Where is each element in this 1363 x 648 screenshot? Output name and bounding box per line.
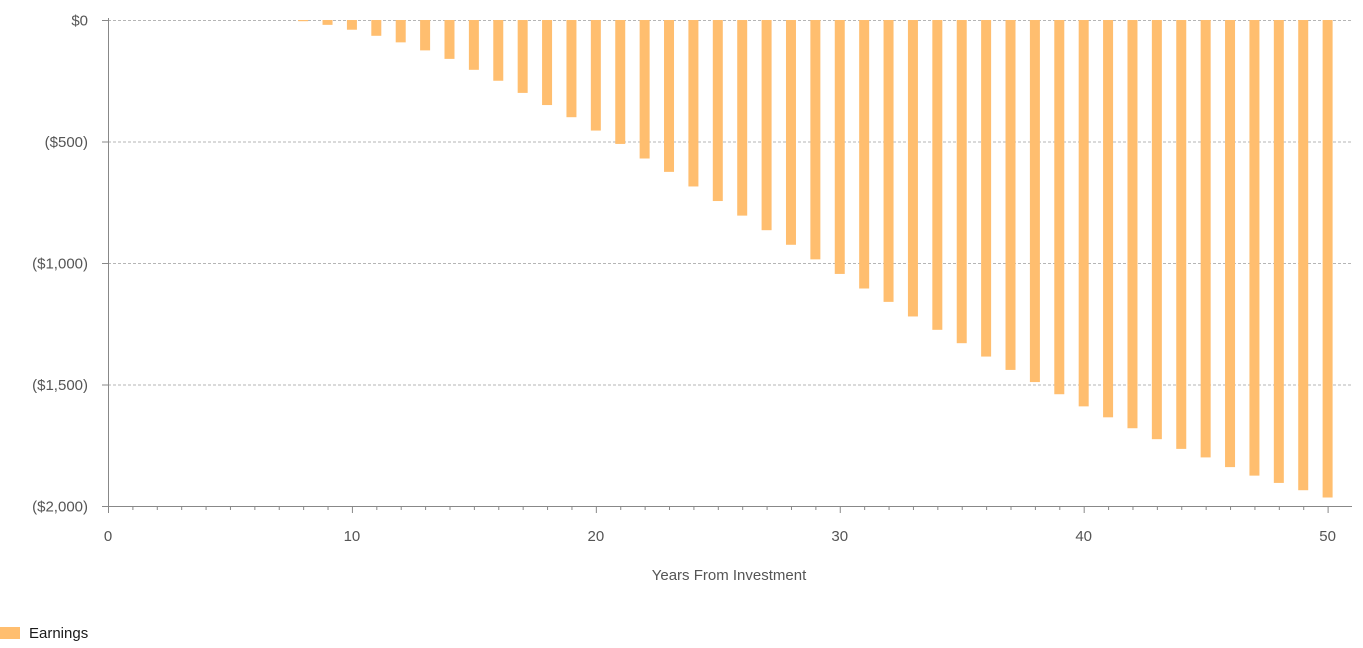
legend: Earnings [0,623,88,643]
legend-label-earnings: Earnings [29,624,89,642]
y-tick-label: ($2,000) [32,499,88,516]
bar-earnings [932,20,943,330]
bar-earnings [834,20,845,274]
bar-earnings [420,20,431,51]
bar-earnings [542,20,553,106]
bar-earnings [1029,20,1040,383]
bar-earnings [664,20,675,172]
bar-earnings [1298,20,1309,491]
bar-earnings [322,20,333,25]
bar-earnings [810,20,821,260]
bars [298,20,1333,498]
x-tick-label: 50 [1319,528,1336,545]
bar-earnings [761,20,772,231]
x-tick-label: 30 [831,528,848,545]
bar-earnings [493,20,504,81]
bar-earnings [1273,20,1284,483]
legend-swatch-earnings [0,627,20,639]
axes [102,18,1352,512]
bar-earnings [785,20,796,245]
y-tick-label: ($1,500) [32,377,88,394]
bar-earnings [1054,20,1065,395]
bar-earnings [1005,20,1016,370]
bar-earnings [1225,20,1236,468]
bar-earnings [688,20,699,187]
bar-earnings [1249,20,1260,476]
x-tick-label: 20 [587,528,604,545]
bar-earnings [371,20,382,36]
bar-earnings [639,20,650,159]
y-tick-label: ($500) [45,134,88,151]
x-tick-label: 40 [1075,528,1092,545]
x-tick-label: 10 [344,528,361,545]
bar-earnings [981,20,992,357]
bar-earnings [566,20,577,118]
bar-earnings [590,20,601,131]
bar-earnings [712,20,723,202]
y-tick-label: $0 [71,13,88,30]
bar-earnings [444,20,455,59]
bar-earnings [1322,20,1333,498]
bar-earnings [1103,20,1114,418]
bar-earnings [346,20,357,30]
bar-earnings [1151,20,1162,440]
bar-earnings [956,20,967,344]
y-tick-label: ($1,000) [32,256,88,273]
bar-earnings [907,20,918,317]
bar-earnings [468,20,479,70]
y-tick-labels: $0 ($500) ($1,000) ($1,500) ($2,000) [32,13,108,516]
bar-earnings [615,20,626,144]
bar-earnings [1127,20,1138,429]
x-axis-title: Years From Investment [652,567,807,584]
bar-earnings [395,20,406,43]
bar-earnings [737,20,748,216]
x-tick-labels: 0 10 20 30 40 50 [104,506,1336,545]
gridlines [108,20,1352,386]
bar-earnings [1200,20,1211,458]
bar-earnings [517,20,528,93]
bar-earnings [1176,20,1187,449]
bar-earnings [883,20,894,302]
bar-earnings [859,20,870,289]
bar-earnings [1078,20,1089,407]
x-tick-label: 0 [104,528,112,545]
bar-earnings [298,20,309,22]
